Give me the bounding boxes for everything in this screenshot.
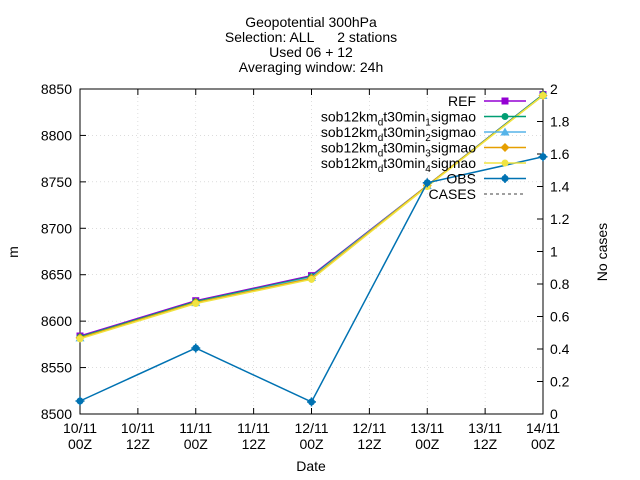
data-point bbox=[307, 397, 316, 407]
legend-label-subscript: 2 bbox=[425, 133, 431, 144]
x-tick-label-date: 14/11 bbox=[526, 420, 560, 436]
y-tick-label: 8550 bbox=[41, 360, 72, 376]
x-tick-label-time: 00Z bbox=[299, 436, 324, 452]
series-sob12km-3 bbox=[75, 91, 548, 343]
y2-tick-label: 1.2 bbox=[550, 211, 570, 227]
y2-tick-label: 2 bbox=[550, 81, 558, 97]
y-tick-label: 8600 bbox=[41, 313, 72, 329]
x-axis: 10/1100Z10/1112Z11/1100Z11/1112Z12/1100Z… bbox=[63, 89, 560, 452]
legend-sample-marker bbox=[500, 127, 510, 136]
chart-title-line: Geopotential 300hPa bbox=[245, 14, 377, 30]
legend-label: OBS bbox=[446, 171, 476, 187]
x-tick-label-time: 00Z bbox=[415, 436, 440, 452]
y2-tick-label: 0 bbox=[550, 406, 558, 422]
x-tick-label-date: 10/11 bbox=[121, 420, 155, 436]
legend-sample-marker bbox=[501, 113, 509, 120]
legend-label-part: sob12km bbox=[321, 140, 378, 156]
legend-label: sob12kmdt30min1sigmao bbox=[321, 109, 476, 129]
y-axis-label: m bbox=[5, 246, 21, 258]
legend-label-part: t30min bbox=[383, 155, 425, 171]
x-tick-label-time: 00Z bbox=[184, 436, 209, 452]
data-point bbox=[422, 178, 432, 188]
data-point bbox=[539, 92, 547, 99]
legend-label-subscript: d bbox=[378, 149, 384, 160]
legend-label: REF bbox=[448, 93, 476, 109]
x-tick-label-time: 12Z bbox=[126, 436, 151, 452]
legend-label-part: sob12km bbox=[321, 155, 378, 171]
series-lines bbox=[75, 91, 548, 407]
data-point bbox=[76, 335, 84, 343]
legend-label-subscript: d bbox=[378, 118, 384, 129]
y2-tick-label: 0.8 bbox=[550, 276, 570, 292]
legend-label-subscript: d bbox=[378, 164, 384, 175]
x-tick-label-date: 10/11 bbox=[63, 420, 97, 436]
legend-sample-marker bbox=[501, 97, 509, 105]
x-tick-label-date: 12/11 bbox=[352, 420, 386, 436]
legend-label-subscript: 3 bbox=[425, 149, 431, 160]
y2-tick-label: 1.6 bbox=[550, 146, 570, 162]
y2-tick-label: 1 bbox=[550, 244, 558, 260]
y-tick-label: 8750 bbox=[41, 174, 72, 190]
legend-label: sob12kmdt30min4sigmao bbox=[321, 155, 476, 175]
y-tick-label: 8850 bbox=[41, 81, 72, 97]
y2-axis-label: No cases bbox=[594, 223, 610, 281]
y2-tick-label: 0.4 bbox=[550, 341, 570, 357]
x-tick-label-date: 13/11 bbox=[468, 420, 502, 436]
data-point bbox=[538, 152, 548, 162]
series-sob12km-2 bbox=[75, 91, 548, 342]
series-obs bbox=[75, 152, 548, 407]
legend-label-part: t30min bbox=[383, 124, 425, 140]
legend-label-part: sigmao bbox=[431, 124, 476, 140]
legend-sample-marker bbox=[501, 159, 509, 167]
x-axis-label: Date bbox=[296, 458, 326, 474]
legend-label-part: t30min bbox=[383, 109, 425, 125]
legend: REFsob12kmdt30min1sigmaosob12kmdt30min2s… bbox=[321, 93, 526, 202]
legend-label: sob12kmdt30min3sigmao bbox=[321, 140, 476, 160]
chart-title-line: Used 06 + 12 bbox=[269, 44, 353, 60]
legend-label: CASES bbox=[429, 186, 476, 202]
x-tick-label-time: 00Z bbox=[531, 436, 556, 452]
legend-label-part: sob12km bbox=[321, 124, 378, 140]
legend-label-subscript: 4 bbox=[425, 164, 431, 175]
x-tick-label-date: 12/11 bbox=[295, 420, 329, 436]
x-tick-label-time: 12Z bbox=[473, 436, 498, 452]
y-tick-label: 8700 bbox=[41, 220, 72, 236]
chart-title-line: Averaging window: 24h bbox=[239, 59, 384, 75]
x-tick-label-date: 11/11 bbox=[237, 420, 270, 436]
legend-label-subscript: 1 bbox=[425, 118, 431, 129]
legend-label-part: sigmao bbox=[431, 155, 476, 171]
series-sob12km-1 bbox=[76, 91, 547, 341]
legend-label-part: sigmao bbox=[431, 140, 476, 156]
chart-title-line: Selection: ALL 2 stations bbox=[225, 29, 397, 45]
data-point bbox=[308, 275, 315, 283]
x-tick-label-time: 00Z bbox=[68, 436, 93, 452]
data-point bbox=[192, 300, 200, 307]
y-tick-label: 8650 bbox=[41, 267, 72, 283]
y-tick-label: 8800 bbox=[41, 127, 72, 143]
legend-label-part: sigmao bbox=[431, 109, 476, 125]
legend-sample-marker bbox=[500, 174, 510, 183]
legend-label-part: t30min bbox=[383, 140, 425, 156]
legend-sample-marker bbox=[500, 143, 510, 152]
series-ref bbox=[76, 91, 547, 340]
y-axis: 8500 8550 8600 8650 8700 8750 8800 8850 bbox=[41, 81, 86, 422]
x-tick-label-time: 12Z bbox=[242, 436, 267, 452]
x-tick-label-date: 13/11 bbox=[410, 420, 444, 436]
legend-label: sob12kmdt30min2sigmao bbox=[321, 124, 476, 144]
y2-tick-label: 1.8 bbox=[550, 114, 570, 130]
x-tick-label-date: 11/11 bbox=[179, 420, 212, 436]
y2-tick-label: 0.6 bbox=[550, 309, 570, 325]
data-point bbox=[191, 343, 201, 353]
y-tick-label: 8500 bbox=[41, 406, 72, 422]
data-point bbox=[75, 396, 85, 406]
legend-label-part: sob12km bbox=[321, 109, 378, 125]
x-tick-label-time: 12Z bbox=[357, 436, 382, 452]
y2-tick-label: 1.4 bbox=[550, 179, 570, 195]
y2-tick-label: 0.2 bbox=[550, 374, 570, 390]
legend-label-subscript: d bbox=[378, 133, 384, 144]
y2-axis: 0 0.2 0.4 0.6 0.8 1 1.2 1.4 1.6 1.8 2 bbox=[537, 81, 570, 422]
